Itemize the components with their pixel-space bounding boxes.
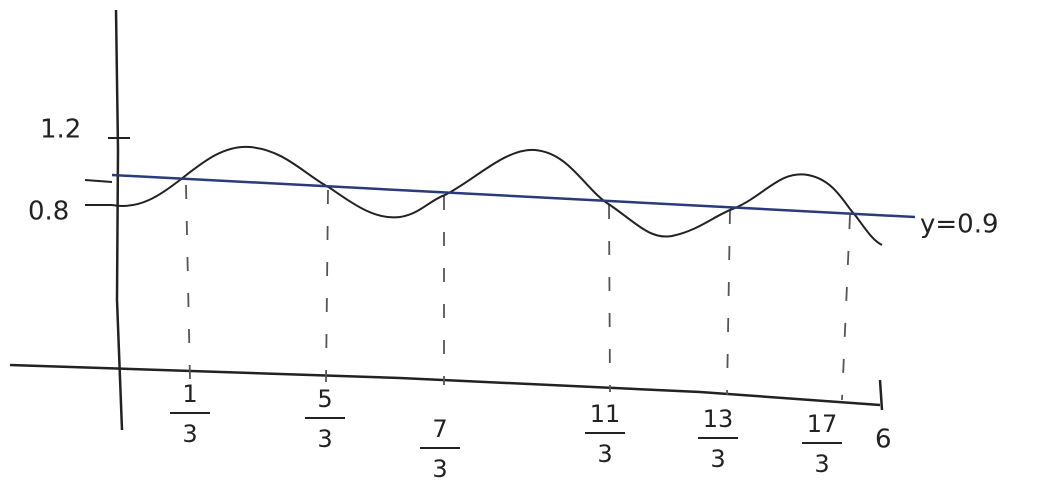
- numerator: 11: [590, 400, 621, 428]
- numerator: 17: [807, 410, 838, 438]
- x-end-tick: [880, 380, 882, 410]
- denominator: 3: [597, 440, 612, 468]
- x-axis: [10, 365, 880, 405]
- dashed-guides: [186, 185, 850, 400]
- x-end-label: 6: [875, 425, 892, 455]
- y-ticks: [85, 138, 130, 205]
- sketch: y=0.9 1.2 0.8 135373113133173 6: [0, 0, 1039, 500]
- denominator: 3: [432, 455, 447, 483]
- y-label: 1.2: [40, 115, 81, 145]
- numerator: 1: [182, 380, 197, 408]
- denominator: 3: [814, 450, 829, 478]
- numerator: 5: [317, 385, 332, 413]
- line-y-0-9: [112, 175, 915, 217]
- y-axis: [116, 10, 122, 430]
- denominator: 3: [710, 445, 725, 473]
- denominator: 3: [317, 425, 332, 453]
- y-label: 0.8: [28, 197, 69, 227]
- line-label: y=0.9: [920, 210, 999, 240]
- numerator: 7: [432, 415, 447, 443]
- denominator: 3: [182, 420, 197, 448]
- numerator: 13: [703, 405, 734, 433]
